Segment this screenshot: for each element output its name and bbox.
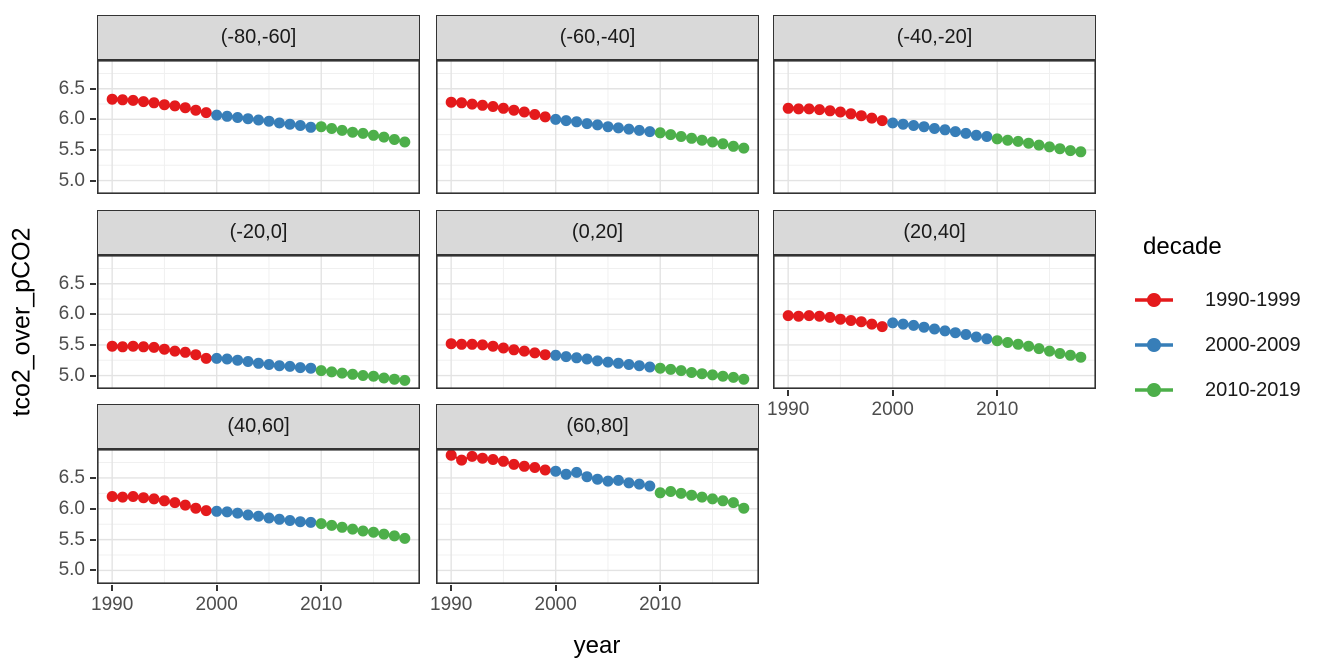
x-tick-label: 2010 (300, 594, 343, 615)
data-series (782, 102, 1087, 158)
facet-strip-label: (-40,-20] (896, 26, 973, 48)
data-series (782, 310, 1087, 363)
facet-strip-label: (60,80] (566, 415, 629, 437)
facet-strip: (20,40] (773, 210, 1096, 255)
x-tick-mark (996, 390, 999, 396)
y-tick-label: 5.0 (58, 364, 85, 386)
legend-entry: 2010-2019 (1130, 378, 1330, 402)
x-tick-label: 2000 (195, 594, 238, 615)
facet-strip: (-60,-40] (436, 15, 759, 60)
legend-entry: 1990-1999 (1130, 288, 1330, 312)
y-tick-label: 6.0 (58, 108, 85, 130)
y-tick-mark (90, 282, 96, 285)
x-tick-label: 1990 (767, 399, 810, 420)
x-tick-mark (215, 585, 218, 591)
y-tick-label: 5.5 (58, 138, 85, 160)
y-tick-mark (90, 148, 96, 151)
y-tick-mark (90, 476, 96, 479)
y-tick-label: 5.5 (58, 528, 85, 550)
y-tick-mark (90, 343, 96, 346)
data-series (106, 93, 411, 148)
facet-panel-canvas (436, 449, 759, 584)
facet-panel-canvas (773, 255, 1096, 389)
legend-key-icon (1135, 293, 1173, 307)
x-tick-mark (787, 390, 790, 396)
legend-title: decade (1143, 233, 1222, 260)
facet-strip: (60,80] (436, 404, 759, 449)
facet-panel (97, 255, 420, 389)
x-tick-label: 2010 (976, 399, 1019, 420)
data-series (106, 491, 411, 544)
facet-strip: (40,60] (97, 404, 420, 449)
facet-panel-canvas (773, 60, 1096, 194)
data-series (445, 96, 750, 154)
data-series (106, 340, 411, 386)
facet-panel-canvas (97, 255, 420, 389)
x-tick-label: 1990 (91, 594, 134, 615)
legend-entry-label: 2010-2019 (1205, 378, 1301, 401)
y-tick-mark (90, 313, 96, 316)
facet-strip-label: (40,60] (227, 415, 290, 437)
facet-panel (773, 255, 1096, 389)
facet-strip-label: (20,40] (903, 221, 966, 243)
x-tick-label: 2000 (534, 594, 577, 615)
y-tick-label: 5.0 (58, 559, 85, 581)
legend-entry: 2000-2009 (1130, 333, 1330, 357)
legend-key-icon (1135, 338, 1173, 352)
legend-key-icon (1135, 383, 1173, 397)
facet-panel-canvas (97, 449, 420, 584)
facet-strip: (-40,-20] (773, 15, 1096, 60)
facet-strip-label: (0,20] (571, 221, 624, 243)
facet-panel (436, 449, 759, 584)
legend-entry-label: 1990-1999 (1205, 288, 1301, 311)
y-tick-mark (90, 507, 96, 510)
x-tick-label: 2000 (871, 399, 914, 420)
x-tick-mark (554, 585, 557, 591)
facet-strip-label: (-60,-40] (559, 26, 636, 48)
facet-strip: (-20,0] (97, 210, 420, 255)
y-tick-mark (90, 374, 96, 377)
facet-panel (436, 60, 759, 194)
y-tick-mark (90, 87, 96, 90)
x-tick-mark (450, 585, 453, 591)
facet-strip-label: (-20,0] (229, 221, 288, 243)
legend-entry-label: 2000-2009 (1205, 333, 1301, 356)
facet-strip-label: (-80,-60] (220, 26, 297, 48)
facet-panel (773, 60, 1096, 194)
data-series (445, 449, 750, 514)
x-tick-label: 2010 (639, 594, 682, 615)
y-tick-mark (90, 179, 96, 182)
facet-strip: (0,20] (436, 210, 759, 255)
facet-panel-canvas (436, 255, 759, 389)
x-tick-mark (891, 390, 894, 396)
x-tick-mark (659, 585, 662, 591)
facet-strip: (-80,-60] (97, 15, 420, 60)
y-axis-title-text: tco2_over_pCO2 (7, 227, 36, 417)
y-tick-mark (90, 118, 96, 121)
facet-panel (436, 255, 759, 389)
y-tick-label: 6.5 (58, 77, 85, 99)
facet-panel-canvas (97, 60, 420, 194)
y-tick-label: 6.5 (58, 272, 85, 294)
y-tick-label: 6.0 (58, 497, 85, 519)
data-series (445, 338, 750, 385)
facet-panel (97, 60, 420, 194)
y-tick-label: 5.5 (58, 333, 85, 355)
x-tick-mark (111, 585, 114, 591)
y-tick-mark (90, 569, 96, 572)
y-tick-label: 6.0 (58, 303, 85, 325)
y-tick-label: 5.0 (58, 169, 85, 191)
x-tick-label: 1990 (430, 594, 473, 615)
facet-panel (97, 449, 420, 584)
facet-panel-canvas (436, 60, 759, 194)
y-tick-mark (90, 538, 96, 541)
y-tick-label: 6.5 (58, 466, 85, 488)
x-axis-title: year (573, 632, 621, 659)
x-tick-mark (320, 585, 323, 591)
